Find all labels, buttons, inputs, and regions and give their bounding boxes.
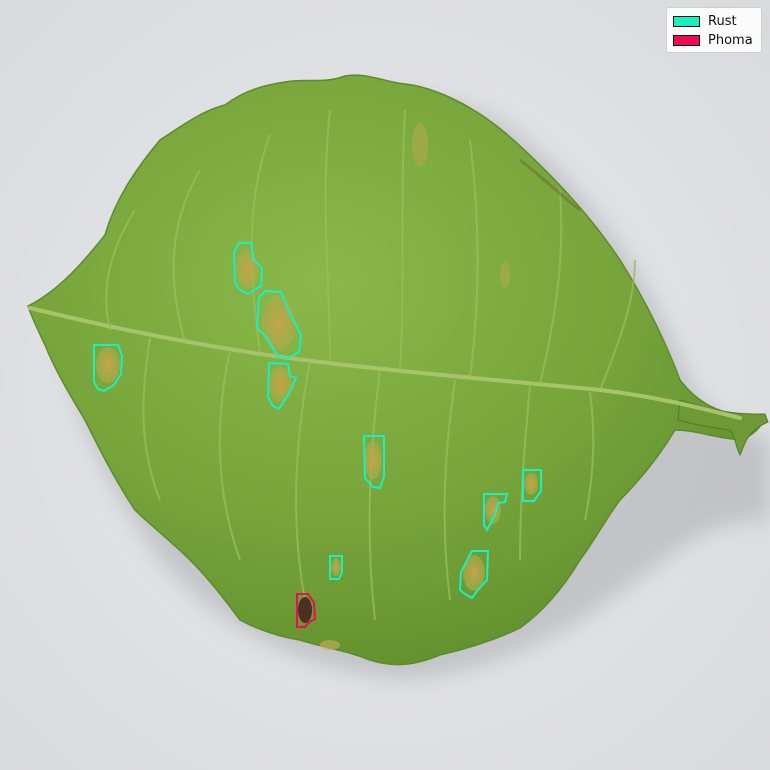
legend: Rust Phoma: [666, 7, 762, 53]
rust-annotation: [362, 435, 385, 490]
rust-annotation: [93, 344, 124, 393]
rust-annotation: [458, 550, 490, 600]
lesion-spots: [96, 123, 581, 650]
rust-annotation: [232, 242, 264, 296]
rust-annotation: [522, 469, 542, 502]
leaf-midrib: [28, 306, 742, 420]
rust-annotation: [266, 361, 298, 411]
leaf-stem: [677, 399, 769, 457]
rust-annotation: [329, 555, 343, 580]
legend-item-rust: Rust: [673, 12, 755, 31]
legend-item-phoma: Phoma: [673, 31, 755, 50]
legend-label-phoma: Phoma: [708, 33, 753, 48]
phoma-annotation: [296, 593, 317, 628]
phoma-swatch: [673, 35, 700, 46]
legend-label-rust: Rust: [708, 14, 737, 29]
rust-swatch: [673, 16, 700, 27]
rust-annotation: [255, 289, 303, 360]
rust-annotation: [483, 493, 509, 533]
